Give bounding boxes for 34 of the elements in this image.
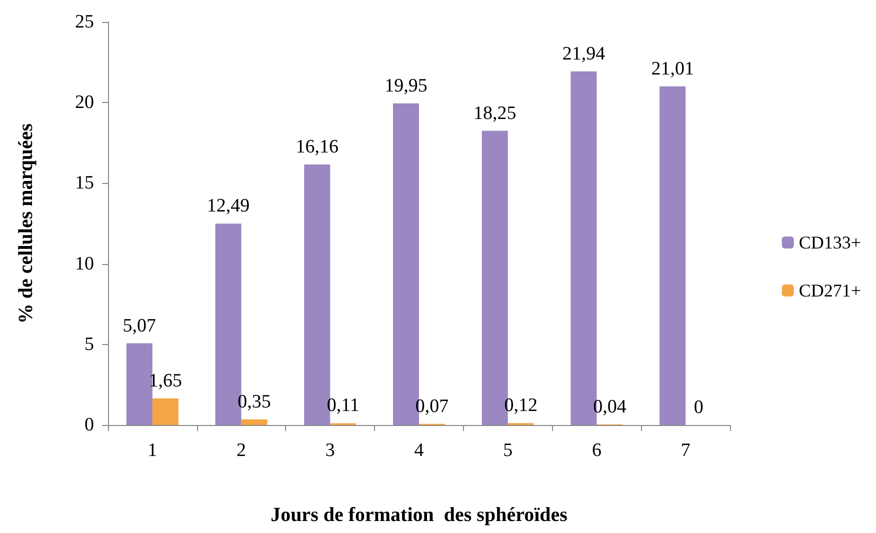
x-tick-label: 1 — [148, 440, 158, 461]
legend-label: CD133+ — [798, 232, 861, 252]
y-tick-label: 15 — [75, 172, 94, 194]
data-label: 0,04 — [593, 396, 627, 418]
data-label: 1,65 — [148, 370, 182, 392]
data-label: 21,01 — [651, 58, 694, 80]
y-tick-label: 10 — [75, 253, 94, 274]
bar — [660, 86, 686, 425]
y-tick-label: 20 — [75, 92, 94, 114]
bar — [241, 419, 268, 425]
bar — [152, 398, 178, 425]
legend-label: CD271+ — [798, 280, 861, 300]
data-label: 16,16 — [296, 136, 339, 158]
data-label: 0,35 — [238, 391, 271, 412]
data-label: 18,25 — [473, 102, 516, 124]
y-tick-label: 5 — [84, 334, 94, 355]
x-tick-label: 7 — [680, 440, 690, 461]
data-label: 21,94 — [562, 43, 606, 64]
x-tick-label: 5 — [503, 440, 513, 461]
x-tick-label: 2 — [236, 440, 246, 461]
data-label: 0,07 — [415, 396, 449, 417]
data-label: 12,49 — [206, 196, 250, 217]
y-tick-label: 25 — [75, 12, 94, 32]
y-tick-label: 0 — [84, 414, 94, 436]
data-label: 0,11 — [326, 395, 360, 416]
data-label: 0 — [694, 397, 704, 418]
x-axis-title: Jours de formation des sphéroïdes — [270, 504, 568, 526]
x-tick-label: 4 — [414, 440, 424, 461]
data-label: 5,07 — [122, 315, 156, 336]
x-tick-label: 3 — [325, 440, 335, 461]
data-label: 0,12 — [504, 395, 538, 416]
x-tick-label: 6 — [592, 440, 602, 461]
data-label: 19,95 — [384, 75, 428, 96]
y-axis-title: % de cellules marquées — [15, 123, 37, 324]
